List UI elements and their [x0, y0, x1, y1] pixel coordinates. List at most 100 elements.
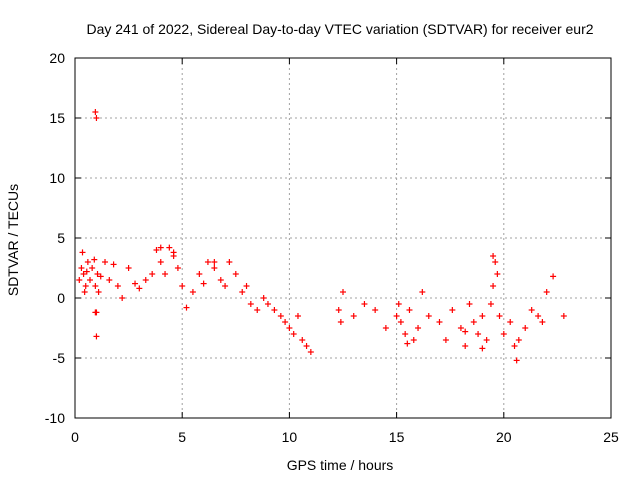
- x-tick-label: 25: [603, 429, 619, 445]
- data-point: [397, 319, 404, 325]
- x-axis-label: GPS time / hours: [287, 457, 394, 473]
- data-point: [410, 337, 417, 343]
- data-point: [299, 337, 306, 343]
- grid-lines: [75, 58, 611, 418]
- data-point: [84, 259, 91, 265]
- data-point: [226, 259, 233, 265]
- data-point: [89, 265, 96, 271]
- data-point: [543, 289, 550, 295]
- data-point: [149, 271, 156, 277]
- data-point: [483, 337, 490, 343]
- y-tick-label: -5: [53, 350, 66, 366]
- data-point: [475, 331, 482, 337]
- data-point: [183, 304, 190, 311]
- data-point: [189, 289, 196, 295]
- data-point: [92, 109, 99, 115]
- data-point: [217, 277, 224, 283]
- data-point: [307, 349, 314, 355]
- data-point: [393, 313, 400, 319]
- data-point: [515, 337, 522, 343]
- data-point: [415, 325, 422, 331]
- data-point: [179, 283, 186, 289]
- y-axis-label: SDTVAR / TECUs: [5, 184, 21, 296]
- x-tick-label: 15: [389, 429, 405, 445]
- y-tick-label: 10: [49, 170, 65, 186]
- data-point: [271, 307, 278, 313]
- y-axis: -10 -5 0 5 10 15 20: [45, 50, 611, 426]
- data-point: [395, 301, 402, 307]
- data-point: [372, 307, 379, 313]
- data-point: [87, 277, 94, 283]
- data-point: [110, 261, 117, 268]
- data-point: [196, 271, 203, 277]
- data-point: [294, 313, 301, 319]
- data-point: [79, 249, 86, 256]
- data-point: [204, 259, 211, 265]
- data-point: [232, 271, 239, 277]
- y-tick-label: 0: [57, 290, 65, 306]
- data-point: [170, 249, 177, 256]
- x-tick-label: 20: [496, 429, 512, 445]
- data-point: [83, 268, 90, 275]
- data-point: [277, 313, 284, 319]
- data-point: [492, 259, 499, 265]
- data-point: [466, 301, 473, 307]
- data-point: [425, 313, 432, 319]
- data-point: [132, 280, 139, 287]
- data-point: [462, 328, 469, 335]
- data-point: [286, 325, 293, 331]
- data-point: [494, 271, 501, 277]
- data-point: [142, 277, 149, 283]
- chart-title: Day 241 of 2022, Sidereal Day-to-day VTE…: [86, 21, 593, 37]
- x-tick-label: 0: [71, 429, 79, 445]
- data-point: [254, 307, 261, 313]
- data-point: [119, 295, 126, 301]
- data-point: [457, 325, 464, 331]
- data-point: [157, 259, 164, 265]
- y-tick-label: 5: [57, 230, 65, 246]
- x-tick-label: 10: [282, 429, 298, 445]
- data-point: [282, 319, 289, 325]
- data-point: [102, 259, 109, 265]
- data-point: [243, 283, 250, 289]
- data-point: [114, 283, 121, 289]
- data-point: [335, 307, 342, 313]
- data-point: [479, 345, 486, 352]
- data-point: [550, 273, 557, 280]
- data-point: [442, 337, 449, 343]
- data-point: [500, 331, 507, 337]
- data-point: [94, 271, 101, 277]
- data-point: [125, 265, 132, 271]
- data-point: [470, 319, 477, 325]
- data-point: [511, 343, 518, 349]
- data-point: [91, 256, 98, 263]
- data-point: [80, 271, 87, 277]
- data-point: [487, 301, 494, 307]
- data-point: [560, 313, 567, 319]
- y-tick-label: 15: [49, 110, 65, 126]
- data-point: [260, 295, 267, 301]
- data-point: [402, 331, 409, 337]
- data-point: [490, 283, 497, 289]
- data-point: [211, 265, 218, 271]
- data-point: [382, 325, 389, 331]
- data-point: [490, 253, 497, 259]
- data-point: [337, 319, 344, 325]
- data-point: [92, 309, 99, 316]
- data-point: [513, 357, 520, 364]
- data-point: [528, 307, 535, 313]
- data-point: [162, 271, 169, 277]
- y-tick-label: -10: [45, 410, 65, 426]
- y-tick-label: 20: [49, 50, 65, 66]
- data-point: [462, 343, 469, 349]
- data-point: [247, 301, 254, 307]
- data-point: [82, 283, 89, 289]
- data-point: [436, 319, 443, 325]
- data-point: [535, 313, 542, 319]
- data-point: [92, 283, 99, 289]
- data-point: [419, 289, 426, 295]
- data-point: [97, 273, 104, 280]
- data-point: [95, 289, 102, 295]
- data-point: [81, 289, 88, 295]
